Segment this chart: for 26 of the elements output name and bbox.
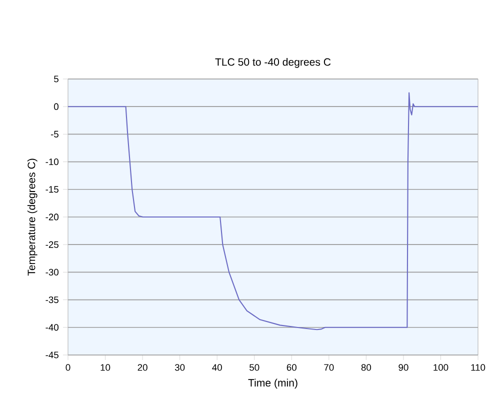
- x-tick-label: 50: [250, 364, 260, 371]
- y-tick-label: -45: [46, 352, 58, 358]
- x-tick-label: 30: [174, 364, 185, 371]
- x-tick-label: 100: [434, 364, 448, 371]
- x-tick-label: 80: [361, 364, 372, 371]
- y-tick-label: -30: [46, 268, 59, 276]
- x-axis-title: Time (min): [248, 378, 298, 389]
- x-tick-label: 70: [324, 364, 334, 371]
- y-tick-label: -25: [46, 241, 58, 248]
- y-tick-label: -40: [46, 324, 59, 331]
- y-tick-label: -5: [50, 130, 58, 138]
- x-tick-label: 90: [398, 364, 408, 371]
- x-tick-label: 20: [138, 364, 148, 371]
- x-tick-label: 10: [100, 364, 110, 371]
- chart-title: TLC 50 to -40 degrees C: [215, 58, 331, 68]
- y-tick-label: -10: [46, 158, 59, 166]
- y-tick-label: -35: [46, 296, 58, 304]
- x-tick-label: 110: [471, 364, 486, 371]
- y-tick-label: 0: [54, 103, 59, 110]
- x-tick-label: 0: [66, 364, 70, 371]
- x-tick-label: 60: [286, 364, 296, 371]
- y-tick-label: 5: [54, 76, 58, 82]
- y-tick-label: -15: [46, 186, 58, 193]
- y-tick-label: -20: [46, 214, 59, 220]
- x-tick-label: 40: [212, 364, 222, 371]
- y-axis-title: Temperature (degrees C): [27, 158, 38, 276]
